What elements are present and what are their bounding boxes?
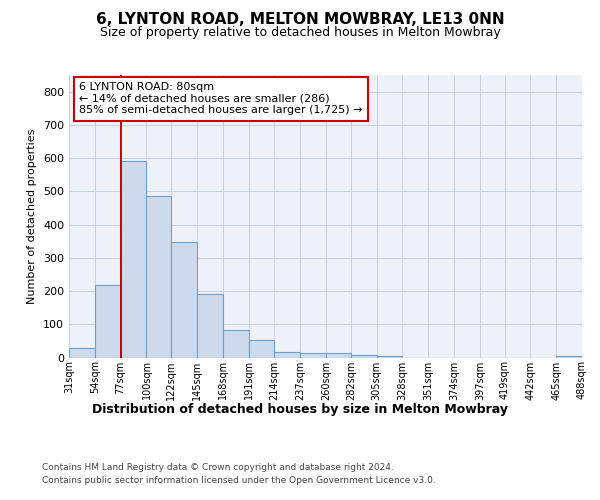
Bar — [248, 340, 274, 357]
Bar — [377, 356, 403, 358]
Bar — [300, 353, 326, 358]
Bar — [223, 330, 248, 357]
Text: 6, LYNTON ROAD, MELTON MOWBRAY, LE13 0NN: 6, LYNTON ROAD, MELTON MOWBRAY, LE13 0NN — [95, 12, 505, 28]
Bar — [146, 196, 171, 358]
Bar — [121, 162, 146, 358]
Bar — [69, 348, 95, 358]
Text: Contains public sector information licensed under the Open Government Licence v3: Contains public sector information licen… — [42, 476, 436, 485]
Bar — [197, 294, 223, 358]
Bar — [351, 355, 377, 358]
Text: Size of property relative to detached houses in Melton Mowbray: Size of property relative to detached ho… — [100, 26, 500, 39]
Bar — [326, 353, 351, 358]
Bar — [171, 242, 197, 358]
Text: Contains HM Land Registry data © Crown copyright and database right 2024.: Contains HM Land Registry data © Crown c… — [42, 462, 394, 471]
Text: Distribution of detached houses by size in Melton Mowbray: Distribution of detached houses by size … — [92, 402, 508, 415]
Bar — [556, 356, 582, 358]
Y-axis label: Number of detached properties: Number of detached properties — [28, 128, 37, 304]
Bar — [95, 285, 121, 358]
Bar — [274, 352, 300, 358]
Text: 6 LYNTON ROAD: 80sqm
← 14% of detached houses are smaller (286)
85% of semi-deta: 6 LYNTON ROAD: 80sqm ← 14% of detached h… — [79, 82, 363, 116]
